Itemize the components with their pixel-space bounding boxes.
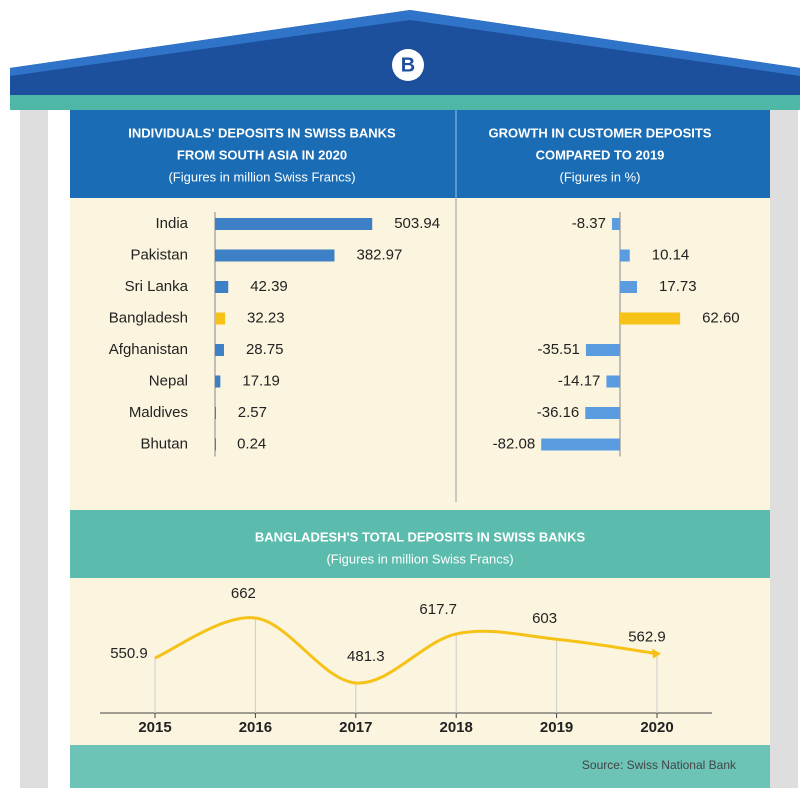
value-label: -35.51 [537, 341, 580, 358]
pillar [20, 110, 48, 788]
value-label: 62.60 [702, 309, 740, 326]
bar [620, 313, 680, 325]
category-label: Nepal [149, 372, 188, 389]
chart-title: INDIVIDUALS' DEPOSITS IN SWISS BANKS [128, 125, 396, 140]
category-label: India [155, 215, 188, 232]
value-label: 28.75 [246, 341, 284, 358]
bar [585, 407, 620, 419]
value-label: 382.97 [356, 246, 402, 263]
bar [215, 281, 228, 293]
value-label: 562.9 [628, 629, 666, 646]
value-label: 10.14 [652, 246, 690, 263]
chart-title: COMPARED TO 2019 [536, 147, 665, 162]
chart-subtitle: (Figures in million Swiss Francs) [326, 551, 513, 566]
bar [215, 439, 216, 451]
chart-subtitle: (Figures in million Swiss Francs) [168, 169, 355, 184]
category-label: Maldives [129, 404, 188, 421]
x-tick-label: 2018 [440, 719, 473, 736]
value-label: -82.08 [493, 435, 536, 452]
bar [215, 376, 220, 388]
chart-title: FROM SOUTH ASIA IN 2020 [177, 147, 347, 162]
value-label: 32.23 [247, 309, 285, 326]
x-tick-label: 2015 [138, 719, 171, 736]
x-tick-label: 2019 [540, 719, 573, 736]
x-tick-label: 2020 [640, 719, 673, 736]
value-label: 2.57 [238, 404, 267, 421]
header [70, 110, 770, 198]
category-label: Afghanistan [109, 341, 188, 358]
x-tick-label: 2017 [339, 719, 372, 736]
category-label: Sri Lanka [125, 278, 189, 295]
bar [620, 250, 630, 262]
category-label: Bangladesh [109, 309, 188, 326]
value-label: 550.9 [110, 645, 148, 662]
value-label: 42.39 [250, 278, 288, 295]
chart-subtitle: (Figures in %) [560, 169, 641, 184]
value-label: -14.17 [558, 372, 601, 389]
value-label: 603 [532, 610, 557, 627]
bar [215, 313, 225, 325]
bar [606, 376, 620, 388]
infographic: B Source: Swiss National Bank INDIVIDUAL… [0, 0, 805, 788]
x-tick-label: 2016 [239, 719, 272, 736]
bar [215, 407, 216, 419]
source: Source: Swiss National Bank [582, 758, 737, 772]
value-label: -36.16 [537, 404, 580, 421]
value-label: 662 [231, 585, 256, 602]
value-label: 617.7 [419, 601, 457, 618]
category-label: Bhutan [140, 435, 188, 452]
bar [586, 344, 620, 356]
value-label: 0.24 [237, 435, 266, 452]
chart-title: GROWTH IN CUSTOMER DEPOSITS [489, 125, 712, 140]
roof-band [10, 95, 800, 110]
category-label: Pakistan [130, 246, 188, 263]
bar [215, 218, 372, 230]
value-label: 481.3 [347, 648, 385, 665]
value-label: 503.94 [394, 215, 440, 232]
value-label: 17.73 [659, 278, 697, 295]
bar [612, 218, 620, 230]
chart-title: BANGLADESH'S TOTAL DEPOSITS IN SWISS BAN… [255, 529, 586, 544]
bar [215, 250, 334, 262]
value-label: 17.19 [242, 372, 280, 389]
logo-text: B [401, 54, 415, 76]
bar [620, 281, 637, 293]
bar [215, 344, 224, 356]
value-label: -8.37 [572, 215, 606, 232]
bar [541, 439, 620, 451]
